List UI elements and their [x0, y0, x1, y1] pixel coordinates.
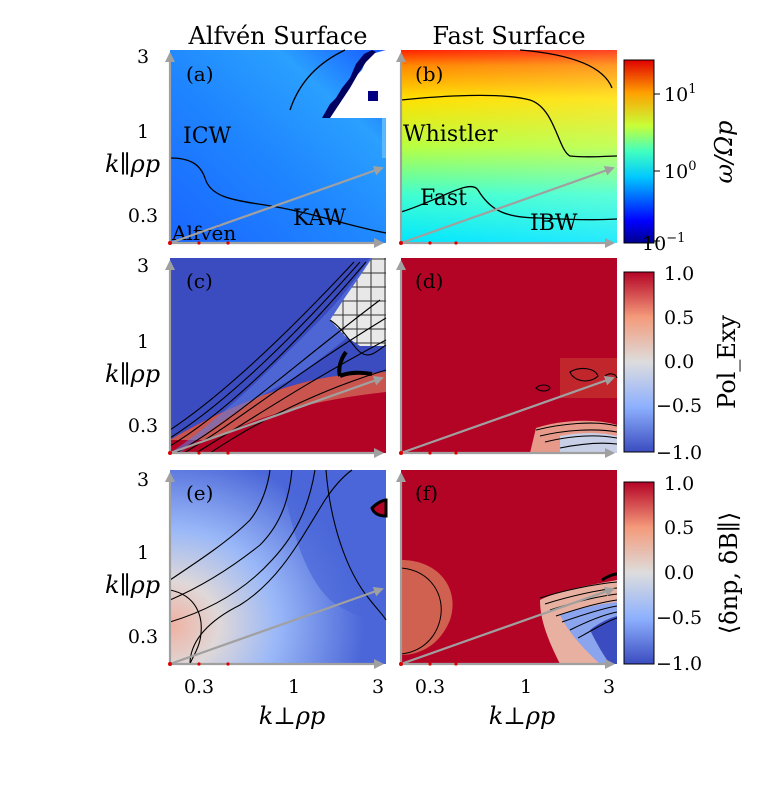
- ytick-row3-03: 0.3: [128, 626, 158, 648]
- xtick-right-3: 3: [603, 676, 615, 698]
- xtick-left-1: 1: [288, 676, 300, 698]
- panel-a-edge: [322, 50, 376, 118]
- cbar2-tick-05: 0.5: [664, 307, 694, 329]
- panel-f: (f): [400, 470, 618, 664]
- panel-f-label: (f): [415, 481, 438, 505]
- ytick-row1-1: 1: [137, 121, 149, 143]
- cbar1-tick-10e0: 100: [664, 159, 696, 183]
- xtick-right-03: 0.3: [415, 676, 445, 698]
- cbar2-tick-m1: −1.0: [656, 442, 702, 464]
- cbar3-tick-m1: −1.0: [656, 653, 702, 675]
- xtick-right-1: 1: [520, 676, 532, 698]
- cbar3-tick-m05: −0.5: [656, 607, 702, 629]
- ylabel-row3: k∥ρp: [105, 571, 160, 599]
- cbar1-tick-10e-1: 10−1: [642, 231, 685, 255]
- annotation-ibw: IBW: [530, 211, 578, 236]
- cbar2-tick-1: 1.0: [664, 263, 694, 285]
- panel-b-label: (b): [415, 62, 443, 86]
- x-axis-labels: k⊥ρp k⊥ρp: [259, 702, 556, 730]
- cbar1-tick-10e1: 101: [664, 82, 696, 106]
- cbar2-label: Pol_Exy: [713, 315, 741, 409]
- cbar3-tick-1: 1.0: [664, 473, 694, 495]
- annotation-icw: ICW: [183, 124, 232, 149]
- panel-e: (e): [169, 469, 388, 665]
- cbar3-tick-05: 0.5: [664, 517, 694, 539]
- xtick-left-3: 3: [372, 676, 384, 698]
- cbar3-label: ⟨δnp, δB∥⟩: [715, 512, 743, 634]
- panel-a-label: (a): [186, 62, 214, 86]
- xlabel-right: k⊥ρp: [489, 702, 556, 730]
- y-tick-labels: 3 1 0.3 3 1 0.3 3 1 0.3: [128, 46, 158, 648]
- ytick-row3-3: 3: [137, 469, 149, 491]
- ytick-row2-1: 1: [137, 331, 149, 353]
- cbar2-tick-m05: −0.5: [656, 395, 702, 417]
- annotation-alfven: Alfvén: [171, 221, 236, 245]
- panel-e-label: (e): [186, 481, 213, 505]
- ytick-row2-3: 3: [137, 255, 149, 277]
- y-axis-labels: k∥ρp k∥ρp k∥ρp: [105, 150, 160, 599]
- xlabel-left: k⊥ρp: [259, 702, 326, 730]
- ytick-row1-3: 3: [137, 46, 149, 68]
- colorbar-corr: 1.0 0.5 0.0 −0.5 −1.0 ⟨δnp, δB∥⟩: [623, 473, 743, 675]
- column-title-alfven: Alfvén Surface: [188, 22, 368, 50]
- annotation-kaw: KAW: [293, 206, 347, 231]
- panel-b: (b) Whistler Fast IBW: [400, 49, 618, 243]
- panel-c-label: (c): [186, 269, 213, 293]
- colorbar-omega: 101 100 10−1 ω/Ωp: [623, 59, 738, 255]
- panel-a: (a) ICW KAW Alfvén: [169, 49, 387, 245]
- ylabel-row2: k∥ρp: [105, 360, 160, 388]
- ylabel-row1: k∥ρp: [105, 150, 160, 178]
- panel-c: (c): [169, 258, 387, 454]
- cbar3-tick-0: 0.0: [664, 562, 694, 584]
- panel-d: (d): [401, 258, 618, 453]
- xtick-left-03: 0.3: [184, 676, 214, 698]
- annotation-fast: Fast: [420, 186, 467, 211]
- ytick-row3-1: 1: [137, 542, 149, 564]
- column-title-fast: Fast Surface: [432, 22, 585, 50]
- annotation-whistler: Whistler: [403, 122, 498, 147]
- ytick-row2-03: 0.3: [128, 415, 158, 437]
- cbar1-label: ω/Ωp: [710, 121, 738, 184]
- panel-d-label: (d): [415, 269, 443, 293]
- panel-d-heatmap: [401, 258, 617, 453]
- axis-arrows: [165, 52, 615, 669]
- cbar2-tick-0: 0.0: [664, 351, 694, 373]
- x-tick-labels: 0.3 1 3 0.3 1 3: [184, 676, 615, 698]
- colorbar-pol: 1.0 0.5 0.0 −0.5 −1.0 Pol_Exy: [623, 263, 741, 464]
- red-tick-marks: [168, 241, 458, 666]
- ytick-row1-03: 0.3: [128, 205, 158, 227]
